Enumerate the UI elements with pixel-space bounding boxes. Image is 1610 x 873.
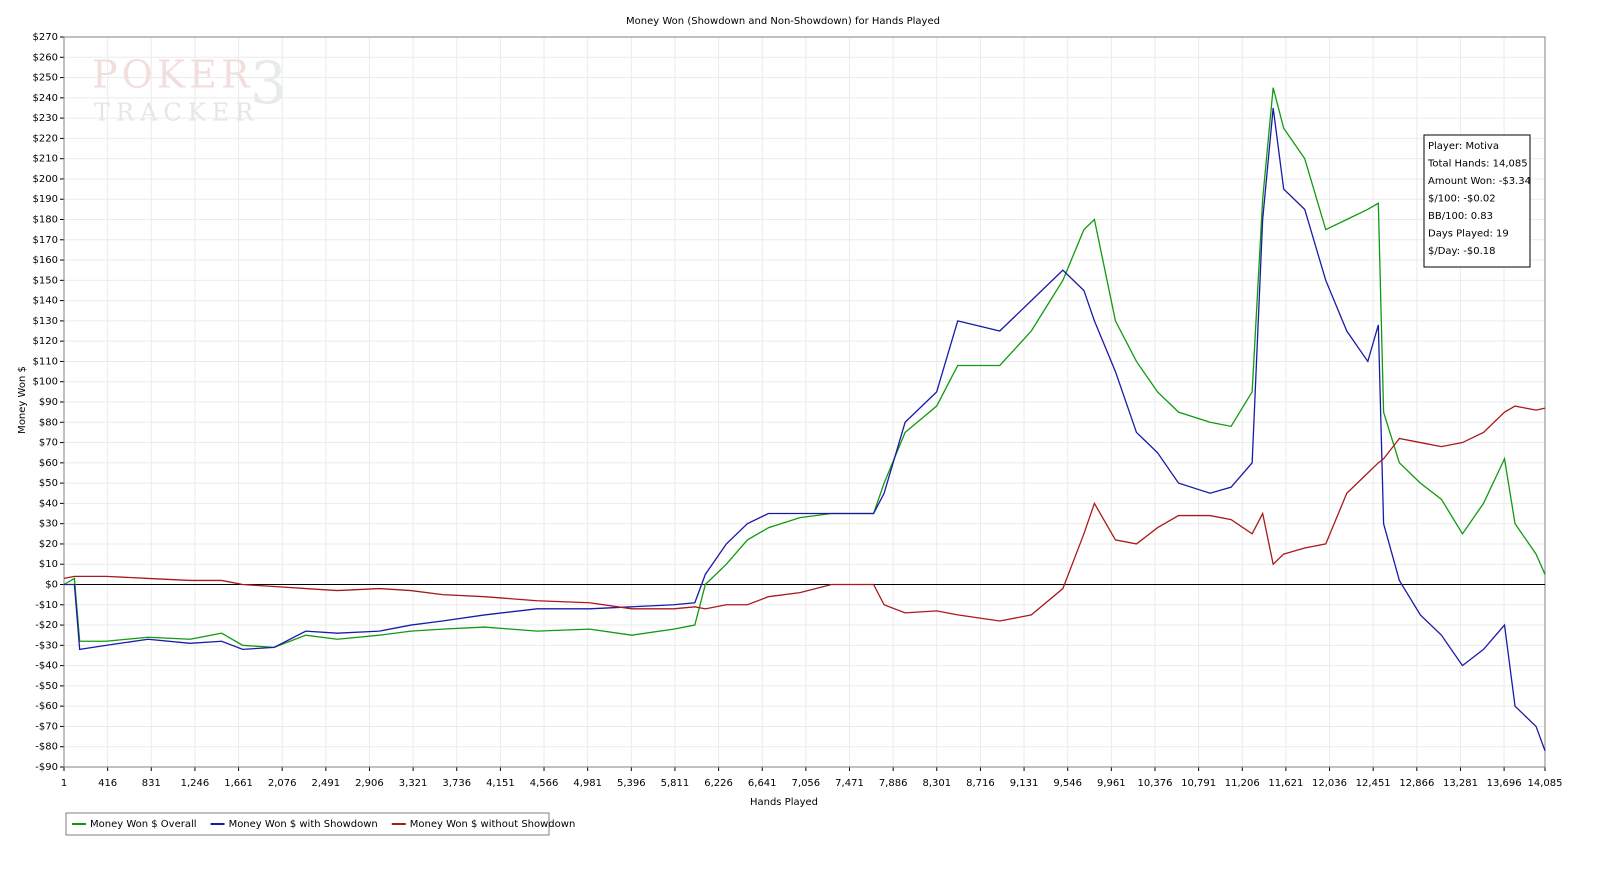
y-tick-label: $40 bbox=[39, 498, 58, 509]
x-tick-label: 1,661 bbox=[224, 778, 253, 789]
x-tick-label: 3,736 bbox=[442, 778, 471, 789]
x-tick-label: 9,546 bbox=[1053, 778, 1082, 789]
legend-label: Money Won $ Overall bbox=[90, 819, 197, 830]
info-line: BB/100: 0.83 bbox=[1428, 211, 1493, 222]
x-tick-label: 13,281 bbox=[1443, 778, 1478, 789]
x-tick-label: 9,961 bbox=[1097, 778, 1126, 789]
legend-label: Money Won $ with Showdown bbox=[229, 819, 378, 830]
x-tick-label: 12,036 bbox=[1312, 778, 1347, 789]
y-tick-label: -$80 bbox=[35, 742, 58, 753]
y-axis-label: Money Won $ bbox=[17, 366, 28, 434]
x-axis-label: Hands Played bbox=[750, 797, 818, 808]
x-tick-label: 14,085 bbox=[1528, 778, 1563, 789]
y-tick-label: -$10 bbox=[35, 600, 58, 611]
plot-border bbox=[63, 36, 1546, 768]
info-box: Player: Motiva Total Hands: 14,085 Amount … bbox=[1423, 134, 1531, 268]
series-line bbox=[63, 87, 1546, 649]
y-tick-label: $260 bbox=[33, 52, 58, 63]
x-tick-label: 7,056 bbox=[792, 778, 821, 789]
y-tick-label: $90 bbox=[39, 397, 58, 408]
info-line: Days Played: 19 bbox=[1428, 229, 1509, 240]
y-tick-label: $70 bbox=[39, 438, 58, 449]
y-tick-label: $110 bbox=[33, 356, 58, 367]
x-tick-label: 10,791 bbox=[1181, 778, 1216, 789]
x-tick-label: 5,396 bbox=[617, 778, 646, 789]
info-box-frame bbox=[1423, 134, 1531, 268]
y-tick-label: $0 bbox=[45, 580, 58, 591]
y-tick-label: $180 bbox=[33, 215, 58, 226]
info-line: Total Hands: 14,085 bbox=[1427, 159, 1528, 170]
y-tick-label: $10 bbox=[39, 559, 58, 570]
watermark: POKER bbox=[92, 53, 253, 97]
x-tick-label: 5,811 bbox=[661, 778, 690, 789]
y-tick-label: -$60 bbox=[35, 701, 58, 712]
y-tick-label: $250 bbox=[33, 73, 58, 84]
x-tick-label: 4,151 bbox=[486, 778, 515, 789]
y-tick-label: $160 bbox=[33, 255, 58, 266]
y-tick-label: -$20 bbox=[35, 620, 58, 631]
layer: $270 $260 $250 $240 $230 $220 $210 $200 $190 $180… bbox=[33, 32, 1563, 836]
info-line: $/Day: -$0.18 bbox=[1428, 246, 1496, 257]
y-tick-label: $120 bbox=[33, 336, 58, 347]
y-tick-label: $30 bbox=[39, 519, 58, 530]
watermark: TRACKER bbox=[94, 99, 259, 127]
x-tick-label: 3,321 bbox=[399, 778, 428, 789]
chart-title: Money Won (Showdown and Non-Showdown) fo… bbox=[626, 16, 940, 27]
x-tick-label: 1 bbox=[61, 778, 67, 789]
y-tick-label: $170 bbox=[33, 235, 58, 246]
x-tick-label: 831 bbox=[142, 778, 161, 789]
legend: Money Won $ Overall Money Won $ with Show… bbox=[65, 812, 576, 836]
info-line: Player: Motiva bbox=[1428, 141, 1499, 152]
x-tick-label: 12,866 bbox=[1399, 778, 1434, 789]
info-line: Amount Won: -$3.34 bbox=[1428, 176, 1531, 187]
x-tick-label: 12,451 bbox=[1356, 778, 1391, 789]
x-tick-label: 416 bbox=[98, 778, 117, 789]
y-tick-label: $230 bbox=[33, 113, 58, 124]
y-tick-label: $140 bbox=[33, 296, 58, 307]
y-tick-label: -$30 bbox=[35, 640, 58, 651]
y-tick-label: $220 bbox=[33, 133, 58, 144]
legend-frame bbox=[65, 812, 550, 836]
x-tick-label: 6,226 bbox=[704, 778, 733, 789]
x-tick-label: 11,621 bbox=[1268, 778, 1303, 789]
y-tick-label: $50 bbox=[39, 478, 58, 489]
x-tick-label: 7,886 bbox=[879, 778, 908, 789]
y-tick-label: $100 bbox=[33, 377, 58, 388]
series-line bbox=[63, 405, 1546, 622]
y-tick-label: -$40 bbox=[35, 661, 58, 672]
y-tick-label: $80 bbox=[39, 417, 58, 428]
y-tick-label: -$70 bbox=[35, 721, 58, 732]
watermark: 3 bbox=[250, 49, 287, 117]
y-tick-label: $210 bbox=[33, 154, 58, 165]
legend-label: Money Won $ without Showdown bbox=[410, 819, 576, 830]
x-tick-label: 11,206 bbox=[1225, 778, 1260, 789]
info-line: $/100: -$0.02 bbox=[1428, 194, 1496, 205]
x-tick-label: 8,716 bbox=[966, 778, 995, 789]
y-tick-label: $200 bbox=[33, 174, 58, 185]
x-tick-label: 1,246 bbox=[181, 778, 210, 789]
y-tick-label: $240 bbox=[33, 93, 58, 104]
x-tick-label: 2,906 bbox=[355, 778, 384, 789]
x-tick-label: 4,981 bbox=[573, 778, 602, 789]
x-tick-label: 4,566 bbox=[530, 778, 559, 789]
x-tick-label: 9,131 bbox=[1010, 778, 1039, 789]
y-tick-label: $130 bbox=[33, 316, 58, 327]
x-tick-label: 2,491 bbox=[312, 778, 341, 789]
y-tick-label: $20 bbox=[39, 539, 58, 550]
y-tick-label: $150 bbox=[33, 275, 58, 286]
x-tick-label: 13,696 bbox=[1487, 778, 1522, 789]
x-tick-label: 2,076 bbox=[268, 778, 297, 789]
y-tick-label: $60 bbox=[39, 458, 58, 469]
x-tick-label: 7,471 bbox=[835, 778, 864, 789]
series-line bbox=[64, 107, 1546, 752]
y-tick-label: $190 bbox=[33, 194, 58, 205]
x-tick-label: 6,641 bbox=[748, 778, 777, 789]
plot-area bbox=[63, 36, 1546, 768]
y-tick-label: $270 bbox=[33, 32, 58, 43]
x-tick-label: 8,301 bbox=[922, 778, 951, 789]
y-tick-label: -$90 bbox=[35, 762, 58, 773]
x-tick-label: 10,376 bbox=[1137, 778, 1172, 789]
y-tick-label: -$50 bbox=[35, 681, 58, 692]
